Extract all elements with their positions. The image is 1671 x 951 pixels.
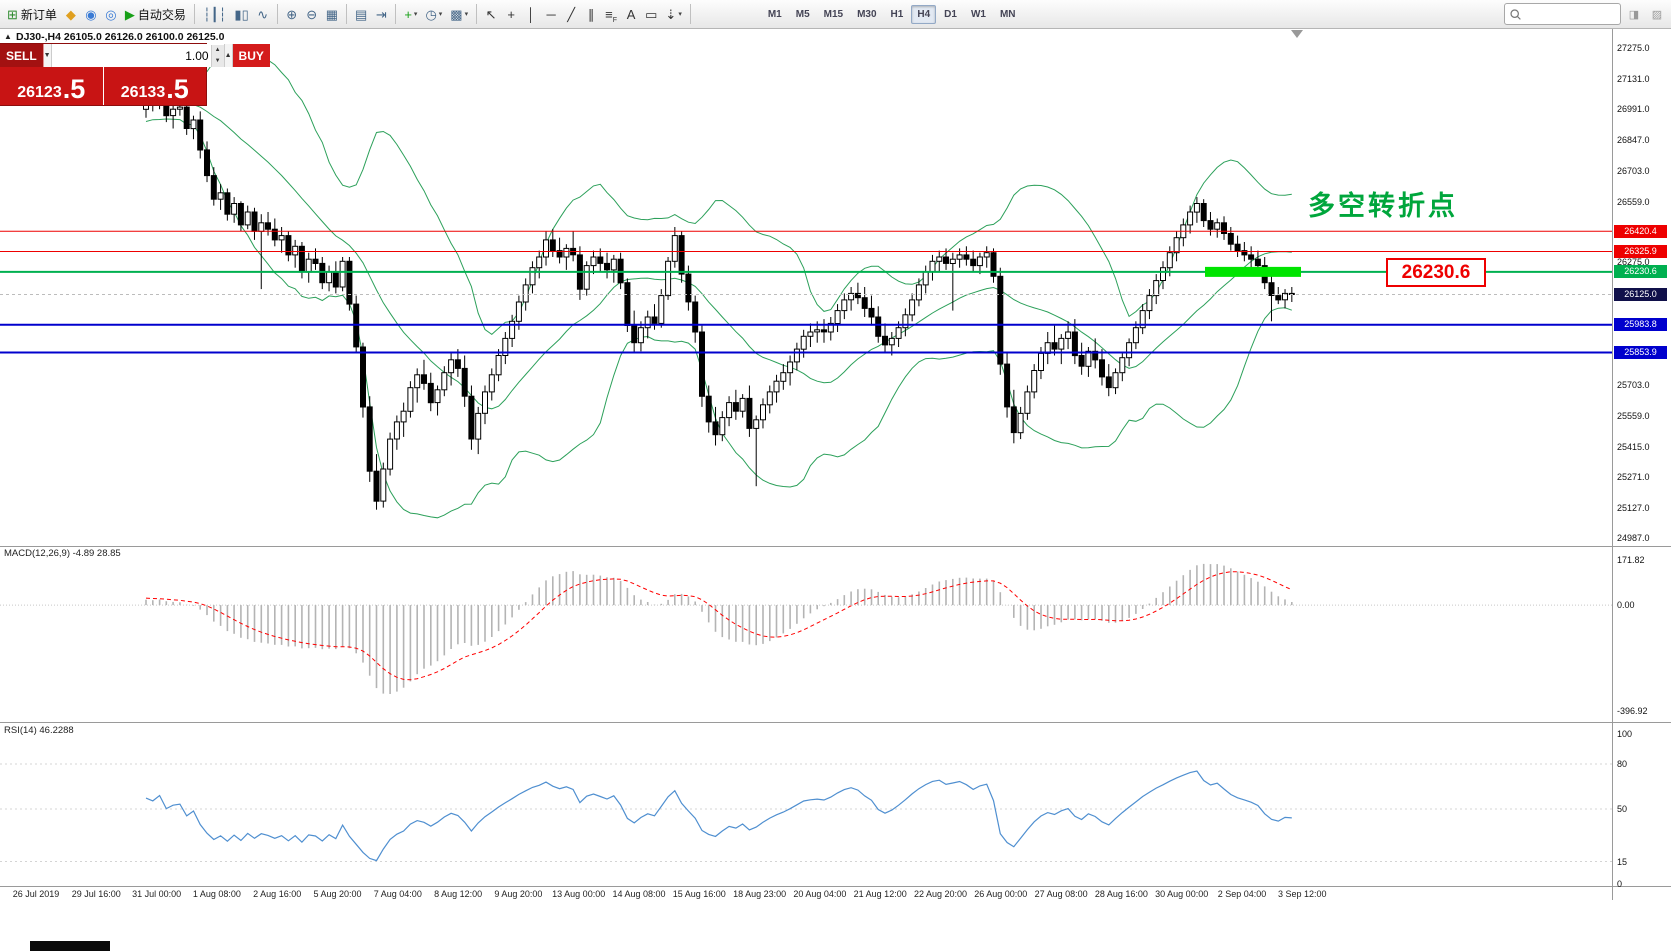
fibonacci-button[interactable]: ≡ F — [601, 3, 621, 25]
trade-panel-toggle-icon[interactable]: ▲ — [4, 32, 12, 41]
macd-values: -4.89 28.85 — [72, 548, 121, 559]
bollinger-bands — [145, 51, 1292, 519]
buy-price-frac: .5 — [166, 74, 189, 105]
timeframe-group: M1 M5 M15 M30 H1 H4 D1 W1 MN — [761, 4, 1023, 24]
macd-name: MACD(12,26,9) — [4, 548, 70, 559]
horizontal-line-button[interactable]: ─ — [541, 3, 561, 25]
sell-price-frac: .5 — [62, 74, 86, 105]
chart-shift-marker[interactable] — [1291, 30, 1303, 38]
lot-up-icon[interactable]: ▲ — [210, 44, 224, 56]
timeframe-m5[interactable]: M5 — [790, 5, 816, 24]
timeframe-h1[interactable]: H1 — [885, 5, 910, 24]
price-callout: 26230.6 — [1386, 258, 1486, 287]
one-click-trading-panel: SELL ▼ ▲ ▼ ▲ BUY 26123.5 26133.5 — [0, 44, 270, 105]
rsi-name: RSI(14) — [4, 725, 37, 736]
toolbar-separator — [395, 4, 397, 24]
toolbar-separator — [689, 4, 691, 24]
sell-price-button[interactable]: 26123.5 — [0, 67, 103, 105]
buy-price-button[interactable]: 26133.5 — [103, 67, 206, 105]
candlesticks — [143, 85, 1295, 510]
toolbar-separator — [193, 4, 195, 24]
turning-point-annotation: 多空转折点 — [1308, 191, 1458, 221]
rsi-indicator — [0, 763, 1612, 862]
new-order-button[interactable]: ⊞ 新订单 — [3, 3, 61, 25]
market-button[interactable]: ◎ — [101, 3, 121, 25]
community-button[interactable]: ◉ — [81, 3, 101, 25]
candle-chart-button[interactable]: ▮▯ — [230, 3, 252, 25]
lot-size-input[interactable] — [51, 47, 211, 64]
bar-chart-button[interactable]: ┆┃┆ — [199, 3, 230, 25]
timeframe-mn[interactable]: MN — [994, 5, 1022, 24]
rsi-label: RSI(14) 46.2288 — [4, 725, 74, 736]
mql5-button[interactable]: ◆ — [61, 3, 81, 25]
channel-button[interactable]: ∥ — [581, 3, 601, 25]
timeframe-h4[interactable]: H4 — [911, 4, 937, 24]
trade-panel-controls: SELL ▼ ▲ ▼ ▲ BUY — [0, 44, 270, 67]
lot-down-icon[interactable]: ▼ — [210, 55, 224, 67]
horizontal-levels[interactable] — [0, 230, 1612, 354]
lot-size-field: ▲ ▼ — [51, 44, 225, 67]
indicators-button[interactable]: + ▾ — [400, 3, 421, 25]
text-button[interactable]: A — [621, 3, 641, 25]
rsi-value: 46.2288 — [39, 725, 74, 736]
trade-panel-prices: 26123.5 26133.5 — [0, 67, 206, 105]
search-icon — [1510, 8, 1521, 20]
toolbar-extra-icon-2[interactable]: ▨ — [1647, 3, 1667, 25]
lot-stepper: ▲ ▼ — [210, 44, 224, 67]
symbol-ohlc-text: DJ30-,H4 26105.0 26126.0 26100.0 26125.0 — [16, 31, 225, 43]
buy-button[interactable]: BUY — [232, 44, 270, 67]
timeframe-m15[interactable]: M15 — [818, 5, 849, 24]
periods-button[interactable]: ◷ ▾ — [421, 3, 446, 25]
timeframe-w1[interactable]: W1 — [965, 5, 992, 24]
autotrading-button[interactable]: ▶ 自动交易 — [121, 3, 190, 25]
zoom-in-button[interactable]: ⊕ — [282, 3, 302, 25]
cursor-button[interactable]: ↖ — [481, 3, 501, 25]
sell-price-int: 26123 — [17, 84, 62, 101]
templates-button[interactable]: ▩ ▾ — [446, 3, 472, 25]
timeframe-m1[interactable]: M1 — [762, 5, 788, 24]
search-input[interactable] — [1522, 5, 1616, 23]
toolbar-separator — [346, 4, 348, 24]
vertical-line-button[interactable]: │ — [521, 3, 541, 25]
main-toolbar: ⊞ 新订单 ◆ ◉ ◎ ▶ 自动交易 ┆┃┆ ▮▯ ∿ ⊕ ⊖ ▦ ▤ ⇥ + ▾ ◷ ▾ ▩ ▾ ↖ + │ ─ ╱ ∥ ≡ F A ▭ ⇣… — [0, 0, 1671, 29]
search-box — [1504, 3, 1621, 25]
bottom-left-box — [30, 941, 110, 951]
crosshair-button[interactable]: + — [501, 3, 521, 25]
line-chart-button[interactable]: ∿ — [253, 3, 273, 25]
toolbar-separator — [476, 4, 478, 24]
tile-windows-button[interactable]: ▦ — [322, 3, 342, 25]
symbol-info-bar: ▲ DJ30-,H4 26105.0 26126.0 26100.0 26125… — [4, 31, 225, 43]
toolbar-separator — [276, 4, 278, 24]
sell-button[interactable]: SELL — [0, 44, 44, 67]
macd-label: MACD(12,26,9) -4.89 28.85 — [4, 548, 121, 559]
buy-dropdown-icon[interactable]: ▲ — [224, 44, 233, 67]
buy-price-int: 26133 — [120, 84, 166, 101]
macd-indicator — [0, 563, 1612, 694]
scroll-to-end-button[interactable]: ⇥ — [371, 3, 391, 25]
label-button[interactable]: ▭ — [641, 3, 661, 25]
timeframe-d1[interactable]: D1 — [938, 5, 963, 24]
arrange-windows-button[interactable]: ▤ — [351, 3, 371, 25]
toolbar-extra-icon-1[interactable]: ◨ — [1624, 3, 1644, 25]
arrows-button[interactable]: ⇣ ▾ — [661, 3, 685, 25]
sell-dropdown-icon[interactable]: ▼ — [43, 44, 52, 67]
zoom-out-button[interactable]: ⊖ — [302, 3, 322, 25]
trendline-button[interactable]: ╱ — [561, 3, 581, 25]
timeframe-m30[interactable]: M30 — [851, 5, 882, 24]
toolbar-right-group: ◨ ▨ — [1504, 3, 1667, 25]
toolbar-button-group: ⊞ 新订单 ◆ ◉ ◎ ▶ 自动交易 ┆┃┆ ▮▯ ∿ ⊕ ⊖ ▦ ▤ ⇥ + ▾ ◷ ▾ ▩ ▾ ↖ + │ ─ ╱ ∥ ≡ F A ▭ ⇣… — [0, 3, 695, 25]
highlight-bar[interactable] — [1205, 266, 1301, 277]
